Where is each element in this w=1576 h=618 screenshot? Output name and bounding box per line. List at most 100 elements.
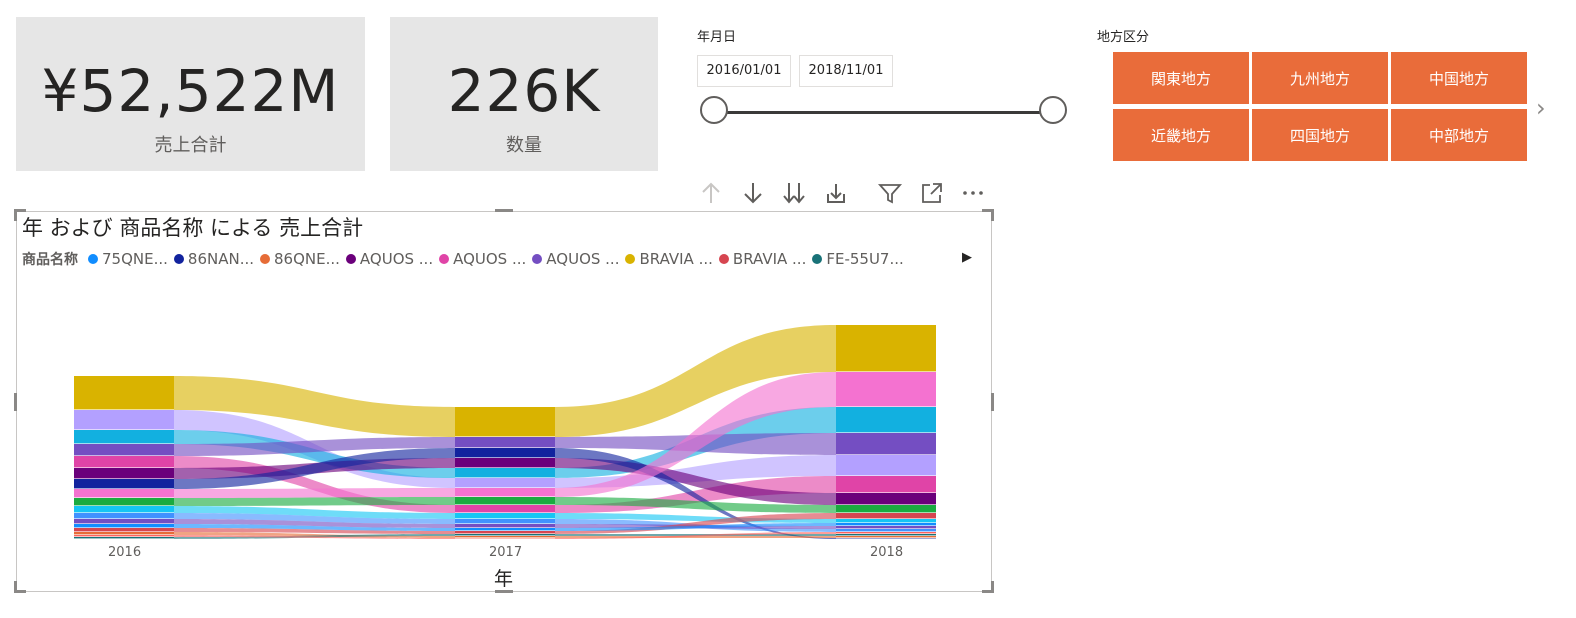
ribbon-column-segment[interactable] [455,458,555,468]
ribbon-column-segment[interactable] [74,535,174,537]
ribbon-column-segment[interactable] [455,519,555,524]
ribbon-connector[interactable] [174,376,455,437]
ribbon-connector[interactable] [555,532,836,539]
sales-total-card[interactable]: ¥52,522M 売上合計 [16,17,365,171]
ribbon-column-segment[interactable] [836,505,936,513]
ribbon-column-segment[interactable] [455,513,555,519]
ribbon-column-segment[interactable] [74,456,174,468]
date-slider-track[interactable] [713,111,1053,114]
ribbon-column-segment[interactable] [455,505,555,513]
resize-handle-top-right-v[interactable] [991,209,994,221]
resize-handle-top-right[interactable] [982,209,994,212]
legend-item[interactable]: 75QNE... [88,250,168,268]
ribbon-connector[interactable] [555,372,836,497]
ribbon-connector[interactable] [555,523,836,531]
arrow-up-icon[interactable] [698,180,724,206]
quantity-card[interactable]: 226K 数量 [390,17,658,171]
ribbon-connector[interactable] [174,448,455,489]
more-options-icon[interactable] [960,180,986,206]
start-date-input[interactable]: 2016/01/01 [697,55,791,87]
ribbon-column-segment[interactable] [836,513,936,519]
legend-item[interactable]: AQUOS ... [439,250,526,268]
legend-item[interactable]: BRAVIA ... [718,250,806,268]
ribbon-column-segment[interactable] [74,410,174,430]
resize-handle-top[interactable] [495,209,513,212]
double-arrow-down-icon[interactable] [781,180,807,206]
ribbon-column-segment[interactable] [836,529,936,532]
ribbon-connector[interactable] [174,524,455,531]
legend-item[interactable]: BRAVIA ... [625,250,713,268]
legend-item[interactable]: 86NAN... [173,250,254,268]
ribbon-column-segment[interactable] [74,524,174,528]
ribbon-column-segment[interactable] [74,489,174,498]
resize-handle-bottom-left-v[interactable] [14,581,17,593]
ribbon-column-segment[interactable] [455,528,555,531]
region-button-kinki[interactable]: 近畿地方 [1113,109,1249,161]
resize-handle-top-left-v[interactable] [14,209,17,221]
ribbon-connector[interactable] [174,532,455,538]
focus-mode-icon[interactable] [919,180,945,206]
ribbon-column-segment[interactable] [455,437,555,448]
ribbon-column-segment[interactable] [455,524,555,528]
ribbon-column-segment[interactable] [836,476,936,493]
arrow-down-icon[interactable] [740,180,766,206]
region-button-chubu[interactable]: 中部地方 [1391,109,1527,161]
ribbon-column-segment[interactable] [836,407,936,433]
ribbon-column-segment[interactable] [74,444,174,456]
ribbon-connector[interactable] [555,325,836,437]
ribbon-column-segment[interactable] [455,407,555,437]
ribbon-column-segment[interactable] [74,519,174,524]
legend-item[interactable]: AQUOS ... [532,250,619,268]
ribbon-column-segment[interactable] [74,537,174,539]
filter-icon[interactable] [877,180,903,206]
ribbon-column-segment[interactable] [455,488,555,497]
resize-handle-left[interactable] [14,393,17,411]
ribbon-column-segment[interactable] [455,536,555,538]
resize-handle-bottom-right[interactable] [982,590,994,593]
ribbon-column-segment[interactable] [836,519,936,523]
ribbon-column-segment[interactable] [455,497,555,505]
ribbon-column-segment[interactable] [455,448,555,458]
ribbon-column-segment[interactable] [74,430,174,444]
date-slider-start-handle[interactable] [700,96,728,124]
end-date-input[interactable]: 2018/11/01 [799,55,893,87]
legend-item[interactable]: FE-55U7... [812,250,904,268]
ribbon-column-segment[interactable] [74,528,174,532]
ribbon-column-segment[interactable] [836,526,936,529]
ribbon-connector[interactable] [174,519,455,528]
ribbon-connector[interactable] [174,506,455,519]
ribbon-column-segment[interactable] [74,479,174,489]
ribbon-column-segment[interactable] [455,534,555,536]
resize-handle-right[interactable] [991,393,994,411]
ribbon-column-segment[interactable] [836,536,936,538]
region-button-kyushu[interactable]: 九州地方 [1252,52,1388,104]
region-button-chugoku[interactable]: 中国地方 [1391,52,1527,104]
ribbon-column-segment[interactable] [836,433,936,455]
resize-handle-bottom[interactable] [495,590,513,593]
ribbon-connector[interactable] [555,497,836,513]
ribbon-column-segment[interactable] [455,478,555,488]
ribbon-column-segment[interactable] [74,376,174,410]
legend-item[interactable]: 86QNE... [260,250,340,268]
resize-handle-bottom-right-v[interactable] [991,581,994,593]
ribbon-connector[interactable] [174,497,455,506]
ribbon-connector[interactable] [555,448,836,539]
ribbon-connector[interactable] [174,535,455,539]
ribbon-connector[interactable] [174,513,455,524]
legend-next-icon[interactable]: ▶ [962,250,972,265]
ribbon-column-segment[interactable] [455,531,555,534]
ribbon-connector[interactable] [555,513,836,534]
ribbon-connector[interactable] [174,437,455,456]
ribbon-column-segment[interactable] [74,506,174,513]
ribbon-column-segment[interactable] [836,534,936,536]
ribbon-column-segment[interactable] [455,468,555,478]
region-button-shikoku[interactable]: 四国地方 [1252,109,1388,161]
resize-handle-top-left[interactable] [14,209,26,212]
ribbon-column-segment[interactable] [836,372,936,407]
expand-hierarchy-icon[interactable] [823,180,849,206]
ribbon-connector[interactable] [174,528,455,534]
ribbon-column-segment[interactable] [74,532,174,535]
ribbon-column-segment[interactable] [74,513,174,519]
ribbon-connector[interactable] [174,488,455,498]
legend-item[interactable]: AQUOS ... [345,250,433,268]
